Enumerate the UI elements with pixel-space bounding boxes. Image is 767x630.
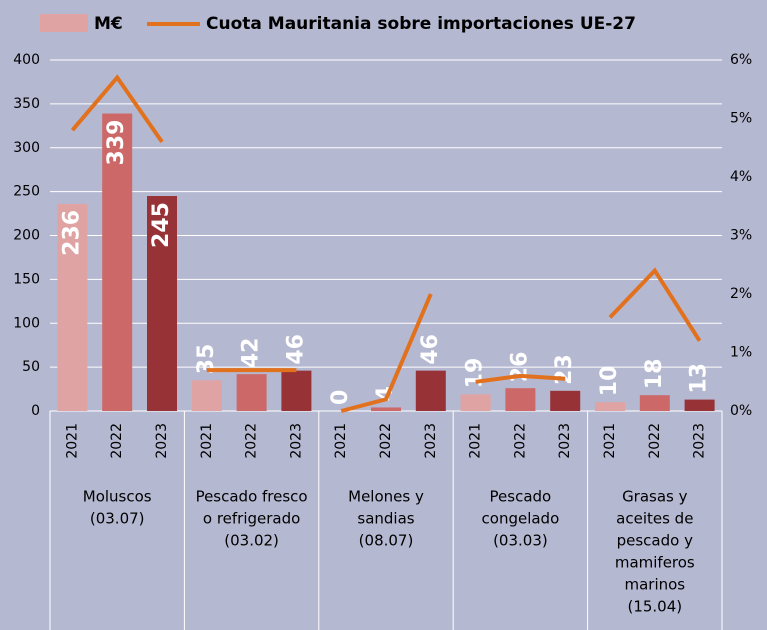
bar [460, 394, 491, 411]
group-label: (03.07) [90, 510, 145, 528]
y2-tick-label: 0% [730, 403, 752, 419]
bar [102, 113, 133, 411]
data-label: 236 [59, 210, 84, 256]
x-tick-label: 2022 [512, 423, 528, 459]
bar [595, 402, 625, 411]
data-label: 339 [104, 120, 129, 166]
bar [191, 380, 222, 411]
bar [415, 370, 446, 411]
y-tick-label: 250 [13, 184, 40, 200]
x-tick-label: 2021 [333, 423, 349, 459]
group-label: (15.04) [627, 598, 682, 616]
bar [147, 196, 177, 411]
x-tick-label: 2021 [468, 423, 484, 459]
x-tick-label: 2022 [244, 423, 260, 459]
data-label: 46 [418, 334, 443, 365]
bar [550, 390, 581, 411]
y-tick-label: 0 [31, 403, 40, 419]
bar [57, 203, 88, 411]
y-tick-label: 300 [13, 140, 40, 156]
y2-tick-label: 2% [730, 286, 752, 302]
data-label: 245 [149, 202, 174, 248]
y2-tick-label: 1% [730, 345, 752, 361]
x-tick-label: 2022 [109, 423, 125, 459]
group-label: mamiferos [615, 554, 695, 572]
y-tick-label: 150 [13, 271, 40, 287]
bar [236, 374, 267, 411]
x-tick-label: 2022 [647, 423, 663, 459]
x-tick-label: 2023 [154, 423, 170, 459]
data-label: 46 [283, 334, 308, 365]
data-label: 19 [463, 358, 488, 389]
group-label: aceites de [616, 510, 693, 528]
x-tick-label: 2021 [602, 423, 618, 459]
group-label: Moluscos [83, 488, 152, 506]
bar [684, 399, 715, 411]
y2-tick-label: 4% [730, 169, 752, 185]
bar [371, 407, 401, 411]
data-label: 0 [328, 390, 353, 405]
y-tick-label: 50 [22, 359, 40, 375]
x-tick-label: 2021 [199, 423, 215, 459]
group-label: Melones y [348, 488, 424, 506]
legend-label: Cuota Mauritania sobre importaciones UE-… [206, 14, 636, 34]
y2-tick-label: 5% [730, 111, 752, 127]
group-label: marinos [624, 576, 685, 594]
data-label: 42 [239, 338, 264, 369]
group-label: sandias [357, 510, 414, 528]
group-label: (08.07) [359, 532, 414, 550]
line-series [70, 74, 164, 144]
bar [505, 388, 536, 411]
group-label: congelado [482, 510, 560, 528]
y-tick-label: 350 [13, 96, 40, 112]
data-label: 13 [687, 363, 712, 394]
group-label: Pescado fresco [196, 488, 308, 506]
y2-tick-label: 3% [730, 228, 752, 244]
y-tick-label: 400 [13, 52, 40, 68]
group-label: (03.02) [224, 532, 279, 550]
line-series [608, 267, 702, 342]
line-series [475, 373, 566, 384]
legend-label: M€ [94, 14, 123, 34]
data-label: 18 [642, 359, 667, 390]
x-tick-label: 2021 [64, 423, 80, 459]
x-tick-label: 2023 [692, 423, 708, 459]
line-series [340, 293, 433, 413]
group-label: o refrigerado [203, 510, 300, 528]
x-tick-label: 2023 [557, 423, 573, 459]
x-tick-label: 2022 [378, 423, 394, 459]
x-tick-label: 2023 [423, 423, 439, 459]
group-label: (03.03) [493, 532, 548, 550]
data-label: 10 [597, 366, 622, 397]
bar [639, 395, 670, 411]
y-tick-label: 200 [13, 228, 40, 244]
group-label: pescado y [617, 532, 693, 550]
y2-tick-label: 6% [730, 52, 752, 68]
group-label: Pescado [490, 488, 552, 506]
bar [281, 370, 312, 411]
group-label: Grasas y [622, 488, 688, 506]
x-tick-label: 2023 [288, 423, 304, 459]
y-tick-label: 100 [13, 315, 40, 331]
legend-swatch [40, 14, 88, 32]
